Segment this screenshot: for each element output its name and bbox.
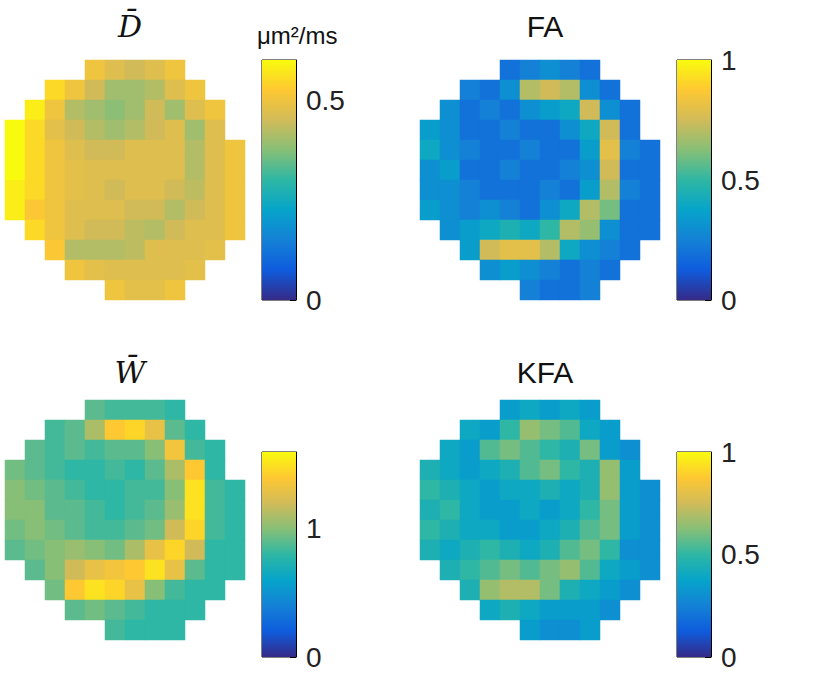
svg-text:D̄: D̄ (117, 8, 142, 43)
svg-text:μm²/ms: μm²/ms (257, 22, 337, 49)
svg-text:0: 0 (306, 642, 322, 673)
svg-text:0: 0 (721, 285, 737, 316)
svg-text:0.5: 0.5 (306, 85, 345, 116)
svg-text:0: 0 (306, 285, 322, 316)
svg-text:1: 1 (721, 45, 737, 76)
svg-text:KFA: KFA (517, 356, 574, 389)
svg-text:1: 1 (306, 513, 322, 544)
svg-text:W̄: W̄ (115, 354, 148, 389)
svg-text:FA: FA (527, 10, 564, 43)
svg-text:0.5: 0.5 (721, 539, 760, 570)
svg-text:1: 1 (721, 437, 737, 468)
svg-text:0: 0 (721, 642, 737, 673)
svg-text:0.5: 0.5 (721, 165, 760, 196)
